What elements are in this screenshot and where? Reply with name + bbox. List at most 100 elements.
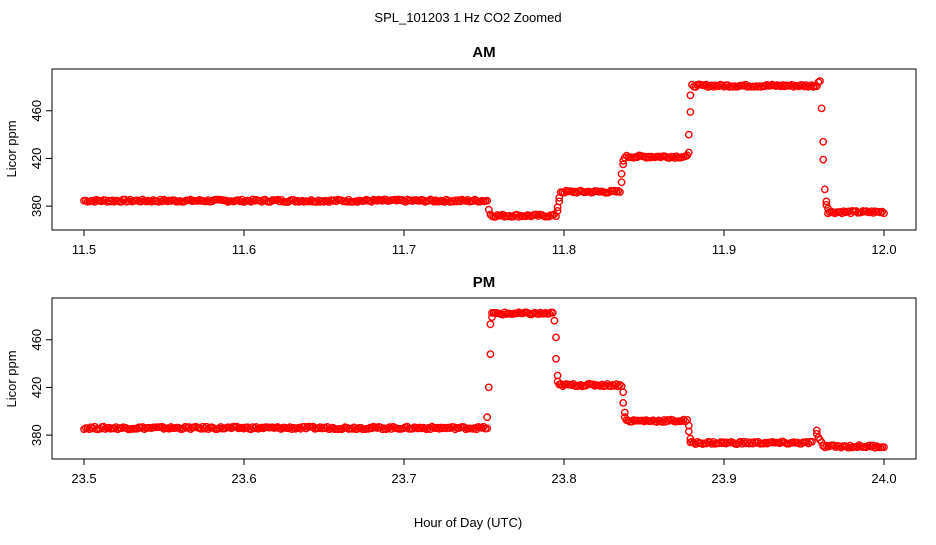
data-point [170,196,179,205]
x-tick-label: 11.9 [712,242,736,257]
data-point [822,200,831,209]
data-point [158,197,167,206]
data-point [342,197,351,206]
data-point [817,104,826,113]
data-point [387,425,396,433]
data-point [483,424,492,433]
figure-xlabel: Hour of Day (UTC) [414,515,522,530]
data-point [287,425,296,433]
data-point [601,381,610,390]
data-point [686,438,695,447]
data-point [498,310,507,319]
y-tick-label: 420 [29,148,44,170]
data-point [186,195,195,204]
data-point [555,197,564,206]
data-point [633,153,642,162]
data-point [158,422,167,431]
data-point [652,418,661,426]
x-tick-label: 12.0 [871,242,896,257]
data-point [619,398,628,407]
data-point [620,408,629,417]
data-point [707,81,716,90]
x-tick-label: 23.7 [391,471,416,486]
data-point [348,424,357,433]
data-point [112,423,120,431]
data-point [353,198,362,206]
data-point [802,438,811,446]
data-point [97,197,106,206]
data-point [424,423,433,432]
data-point [500,308,509,317]
data-point [853,443,862,452]
data-point [800,82,809,91]
y-tick-label: 460 [29,100,44,122]
data-point [723,81,732,90]
data-point [300,422,309,431]
y-tick-label: 420 [29,377,44,399]
data-point [382,195,390,204]
data-point [619,156,628,165]
data-point [616,188,624,196]
x-tick-label: 11.5 [72,242,96,257]
data-point [596,382,605,390]
data-point [779,81,787,89]
data-point [555,193,564,202]
data-point [627,417,636,426]
data-point [484,383,493,392]
data-point [714,82,723,91]
data-point [598,380,606,389]
data-point [248,195,257,204]
data-point [660,416,668,424]
data-point [838,209,846,218]
x-tick-label: 11.6 [232,242,256,257]
data-point [90,197,99,206]
data-point [812,426,821,435]
data-point [449,197,458,206]
data-point [548,308,557,317]
data-point [617,178,626,187]
data-point [677,417,686,425]
data-point [787,80,796,89]
data-point [367,197,376,206]
data-point [669,416,677,424]
x-tick-label: 23.5 [71,471,96,486]
data-point [679,415,688,424]
data-point [483,196,492,205]
data-point [266,197,275,206]
data-point [761,82,769,91]
data-point [332,197,341,206]
data-point [686,108,695,116]
y-tick-label: 460 [29,329,44,351]
data-point [741,439,750,448]
data-point [378,196,387,205]
y-axis-label: Licor ppm [4,350,19,407]
data-point [819,441,828,450]
data-point [514,212,523,221]
data-point [619,160,628,169]
data-point [534,310,543,318]
data-point [795,82,803,91]
data-point [802,81,810,90]
data-point [553,377,562,386]
data-point [252,423,261,431]
data-point [470,424,479,432]
data-point [707,439,716,448]
data-point [709,437,718,446]
data-point [435,424,444,433]
data-point [878,207,887,216]
data-point [408,424,417,433]
x-tick-label: 23.9 [711,471,736,486]
panel-am: AM Licor ppm 11.5 11.6 11.7 11.8 11.9 12.0 380… [4,44,917,257]
data-point [184,423,193,431]
data-point [460,423,468,432]
data-point [126,195,135,204]
data-point [314,196,323,205]
panel-title: AM [472,44,495,61]
data-point [665,154,674,162]
data-point [610,381,619,390]
data-point [424,196,433,205]
x-tick-label: 11.8 [552,242,576,257]
data-point [880,209,888,218]
x-tick-label: 11.7 [392,242,416,257]
